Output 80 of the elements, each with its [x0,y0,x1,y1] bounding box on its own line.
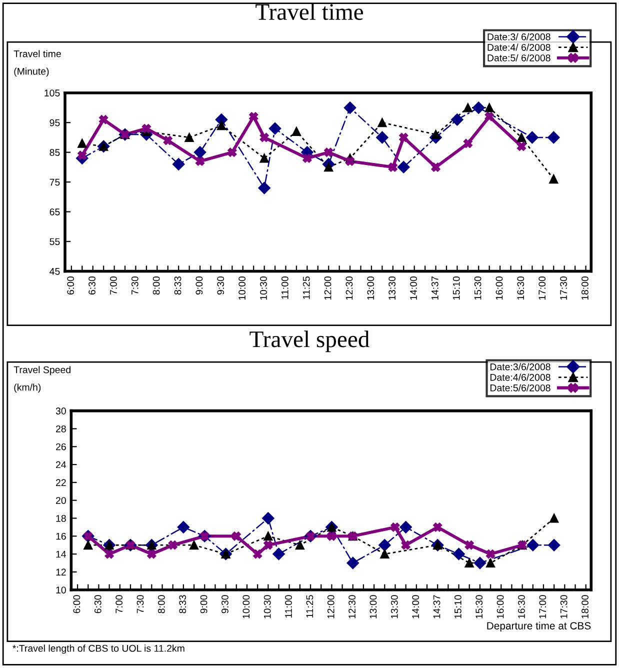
y-tick-label: 55 [50,238,60,246]
y-tick-label: 14 [56,550,66,558]
x-tick-label: 6:00 [67,276,74,294]
legend-label: Date:3/ 6/2008 [488,33,550,40]
y-tick-label: 28 [56,425,66,432]
chart-title: Travel time [256,3,364,20]
legend-label: Date:5/ 6/2008 [488,54,550,62]
x-tick-label: 17:30 [560,276,567,300]
x-tick-label: 16:30 [518,595,525,618]
chart-title: Travel speed [250,330,370,352]
y-axis-title: Travel Speed (km/h) [14,366,70,393]
x-tick-label: 11:00 [285,595,292,618]
x-tick-label: 10:00 [238,276,246,300]
x-tick-label: 15:10 [452,276,460,300]
x-tick-label: 9:30 [222,595,228,614]
x-tick-label: 8:33 [174,276,182,295]
x-tick-label: 8:00 [158,595,165,614]
x-tick-label: 17:00 [539,595,546,618]
x-tick-label: 8:33 [179,595,186,614]
x-tick-label: 9:00 [200,595,208,614]
x-tick-label: 11:25 [306,595,314,618]
x-tick-label: 9:30 [217,276,224,295]
x-tick-label: 7:00 [116,595,123,614]
x-tick-label: 16:00 [496,276,503,300]
y-tick-label: 18 [56,514,66,522]
y-tick-label: 30 [56,408,66,414]
y-tick-label: 24 [56,461,66,468]
x-tick-label: 16:30 [517,276,524,300]
x-tick-label: 7:30 [136,595,144,614]
x-tick-label: 14:37 [431,276,438,300]
x-tick-label: 11:25 [302,276,310,299]
x-tick-label: 13:00 [367,276,374,300]
x-tick-label: 6:30 [94,595,102,614]
x-tick-label: 14:37 [433,595,440,618]
x-tick-label: 7:30 [131,276,138,294]
x-tick-label: 15:30 [476,595,483,618]
x-tick-label: 18:00 [582,595,588,618]
x-tick-label: 10:30 [260,276,267,300]
y-tick-label: 75 [50,178,60,186]
x-tick-label: 9:00 [196,276,203,295]
y-tick-label: 26 [56,443,66,450]
y-tick-label: 12 [56,568,66,576]
y-tick-label: 10 [56,586,66,594]
x-tick-label: 12:00 [327,595,334,618]
text: *:Travel length of CBS to UOL is 11.2km [12,644,184,654]
x-tick-label: 13:00 [370,595,377,618]
x-tick-label: 18:00 [582,276,588,300]
x-tick-label: 15:10 [454,595,462,618]
x-tick-label: 6:00 [73,595,80,614]
y-tick-label: 22 [56,479,66,486]
x-tick-label: 13:30 [390,595,398,618]
x-tick-label: 12:30 [346,276,353,300]
legend-label: Date:5/6/2008 [490,384,550,392]
x-tick-label: 17:30 [560,595,568,618]
x-tick-label: 12:30 [348,595,356,618]
x-tick-label: 16:00 [496,595,504,618]
y-tick-label: 16 [56,532,66,540]
x-tick-label: 6:30 [88,276,96,294]
y-tick-label: 85 [50,149,60,156]
x-tick-label: 13:30 [388,276,396,300]
y-tick-label: 45 [50,268,60,275]
y-tick-label: 65 [50,208,60,216]
x-tick-label: 14:00 [412,595,420,618]
x-tick-label: 15:30 [474,276,482,300]
y-tick-label: 105 [44,90,60,96]
x-tick-label: 10:30 [264,595,271,618]
legend-label: Date:3/6/2008 [490,363,550,370]
legend-label: Date:4/6/2008 [490,374,550,381]
x-tick-label: 7:00 [110,276,117,294]
x-axis-title: Departure time at CBS [487,622,591,632]
x-tick-label: 10:00 [242,595,250,618]
x-tick-label: 17:00 [538,276,546,300]
y-tick-label: 20 [56,497,66,504]
x-tick-label: 8:00 [152,276,160,295]
legend-label: Date:4/ 6/2008 [488,44,550,51]
x-tick-label: 11:00 [281,276,288,299]
x-tick-label: 14:00 [410,276,417,300]
x-tick-label: 12:00 [324,276,332,300]
y-axis-title: Travel time (Minute) [14,50,61,77]
y-tick-label: 95 [50,119,60,126]
